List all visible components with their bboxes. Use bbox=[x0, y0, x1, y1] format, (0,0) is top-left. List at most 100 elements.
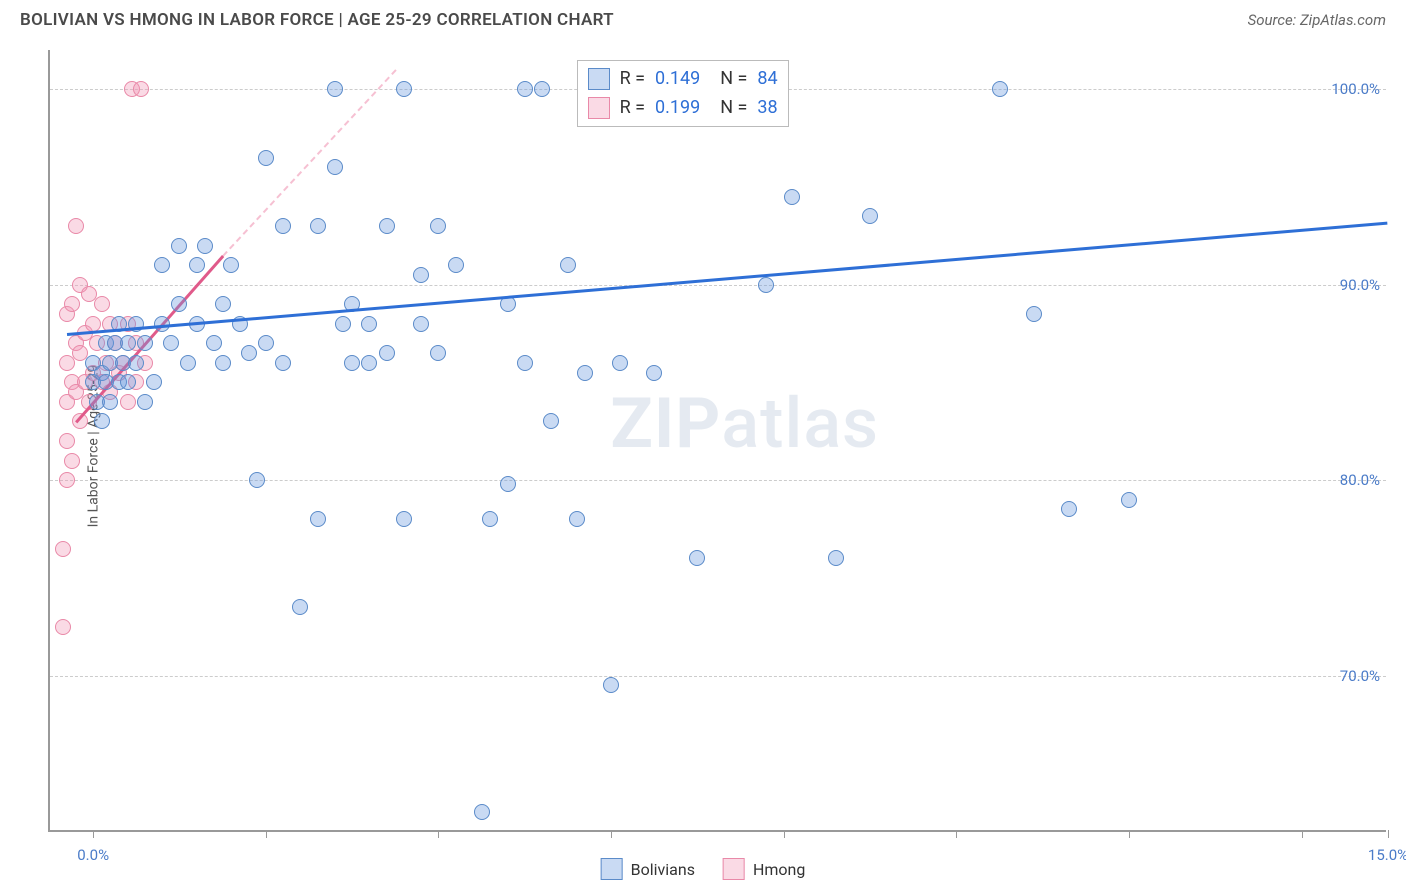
bolivians-point bbox=[120, 335, 136, 351]
hmong-point bbox=[94, 296, 110, 312]
legend-item-bolivians: Bolivians bbox=[601, 858, 695, 880]
bolivians-point bbox=[292, 599, 308, 615]
bolivians-point bbox=[137, 335, 153, 351]
bolivians-trendline bbox=[67, 222, 1388, 336]
bolivians-point bbox=[189, 257, 205, 273]
bolivians-point bbox=[223, 257, 239, 273]
bolivians-point bbox=[154, 257, 170, 273]
bolivians-point bbox=[361, 355, 377, 371]
n-value: 38 bbox=[757, 94, 777, 123]
hmong-trendline-extension bbox=[222, 70, 396, 257]
y-tick-label: 100.0% bbox=[1331, 80, 1380, 98]
gridline bbox=[50, 676, 1386, 677]
hmong-point bbox=[133, 81, 149, 97]
x-tick-label: 15.0% bbox=[1368, 846, 1406, 864]
bolivians-point bbox=[689, 550, 705, 566]
r-label: R = bbox=[620, 65, 645, 94]
bolivians-point bbox=[379, 345, 395, 361]
bolivians-swatch-icon bbox=[588, 68, 610, 90]
bolivians-point bbox=[94, 413, 110, 429]
bolivians-point bbox=[1121, 492, 1137, 508]
bolivians-point bbox=[992, 81, 1008, 97]
bolivians-point bbox=[396, 81, 412, 97]
bolivians-point bbox=[577, 365, 593, 381]
bolivians-point bbox=[603, 677, 619, 693]
n-value: 84 bbox=[757, 65, 777, 94]
bolivians-point bbox=[327, 159, 343, 175]
y-tick-label: 90.0% bbox=[1340, 276, 1380, 294]
bolivians-point bbox=[275, 218, 291, 234]
bolivians-point bbox=[482, 511, 498, 527]
y-tick-label: 70.0% bbox=[1340, 667, 1380, 685]
x-tick bbox=[611, 830, 612, 838]
bolivians-point bbox=[327, 81, 343, 97]
bolivians-point bbox=[344, 355, 360, 371]
bolivians-point bbox=[310, 511, 326, 527]
legend-label: Bolivians bbox=[631, 860, 695, 879]
bolivians-point bbox=[500, 476, 516, 492]
legend-label: Hmong bbox=[753, 860, 805, 879]
bolivians-point bbox=[102, 394, 118, 410]
bolivians-point bbox=[180, 355, 196, 371]
hmong-point bbox=[55, 619, 71, 635]
bolivians-point bbox=[828, 550, 844, 566]
bolivians-point bbox=[128, 355, 144, 371]
x-tick bbox=[1302, 830, 1303, 838]
bolivians-point bbox=[612, 355, 628, 371]
bolivians-point bbox=[413, 267, 429, 283]
bolivians-point bbox=[258, 335, 274, 351]
hmong-point bbox=[59, 472, 75, 488]
bolivians-point bbox=[120, 374, 136, 390]
y-tick-label: 80.0% bbox=[1340, 471, 1380, 489]
bolivians-point bbox=[249, 472, 265, 488]
bolivians-point bbox=[430, 345, 446, 361]
x-tick-label: 0.0% bbox=[77, 846, 109, 864]
hmong-point bbox=[68, 218, 84, 234]
stats-box: R =0.149N =84R =0.199N =38 bbox=[577, 60, 789, 128]
x-tick bbox=[438, 830, 439, 838]
x-tick bbox=[93, 830, 94, 838]
x-tick bbox=[1129, 830, 1130, 838]
bolivians-point bbox=[171, 296, 187, 312]
bolivians-point bbox=[1061, 501, 1077, 517]
bolivians-point bbox=[335, 316, 351, 332]
bolivians-point bbox=[396, 511, 412, 527]
n-label: N = bbox=[720, 94, 747, 123]
bolivians-point bbox=[430, 218, 446, 234]
bolivians-point bbox=[448, 257, 464, 273]
bolivians-point bbox=[379, 218, 395, 234]
bolivians-point bbox=[163, 335, 179, 351]
bolivians-point bbox=[215, 296, 231, 312]
scatter-chart: ZIPatlas 70.0%80.0%90.0%100.0%0.0%15.0%R… bbox=[48, 50, 1386, 832]
bolivians-point bbox=[197, 238, 213, 254]
hmong-swatch-icon bbox=[723, 858, 745, 880]
n-label: N = bbox=[720, 65, 747, 94]
hmong-point bbox=[64, 296, 80, 312]
hmong-swatch-icon bbox=[588, 97, 610, 119]
bolivians-point bbox=[517, 355, 533, 371]
hmong-point bbox=[55, 541, 71, 557]
bolivians-point bbox=[862, 208, 878, 224]
bolivians-point bbox=[137, 394, 153, 410]
source-attribution: Source: ZipAtlas.com bbox=[1248, 11, 1386, 29]
bolivians-point bbox=[275, 355, 291, 371]
bolivians-point bbox=[258, 150, 274, 166]
stats-row-hmong: R =0.199N =38 bbox=[588, 94, 778, 123]
r-value: 0.149 bbox=[655, 65, 700, 94]
watermark: ZIPatlas bbox=[610, 383, 879, 465]
bolivians-point bbox=[241, 345, 257, 361]
bolivians-point bbox=[784, 189, 800, 205]
bolivians-point bbox=[1026, 306, 1042, 322]
bolivians-point bbox=[206, 335, 222, 351]
bolivians-point bbox=[146, 374, 162, 390]
r-label: R = bbox=[620, 94, 645, 123]
hmong-point bbox=[59, 433, 75, 449]
bolivians-point bbox=[310, 218, 326, 234]
bolivians-swatch-icon bbox=[601, 858, 623, 880]
x-tick bbox=[956, 830, 957, 838]
bolivians-point bbox=[534, 81, 550, 97]
bolivians-point bbox=[646, 365, 662, 381]
x-tick bbox=[266, 830, 267, 838]
bolivians-point bbox=[560, 257, 576, 273]
chart-title: BOLIVIAN VS HMONG IN LABOR FORCE | AGE 2… bbox=[20, 10, 614, 30]
